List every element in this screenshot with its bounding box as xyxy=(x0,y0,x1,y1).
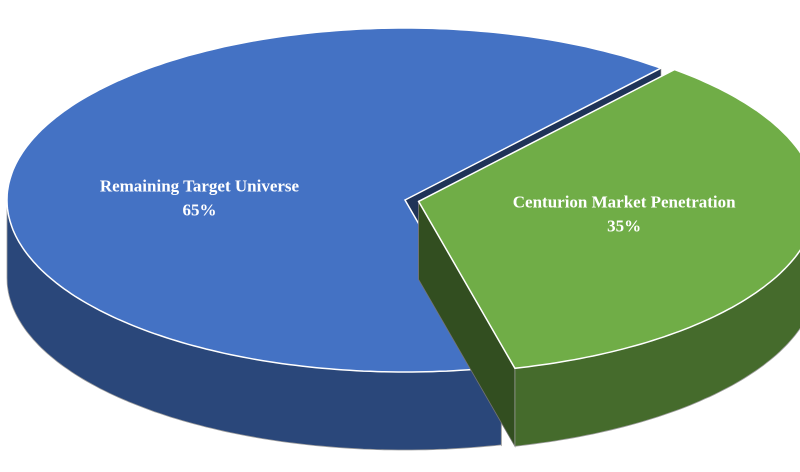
slice xyxy=(417,68,800,370)
slice-label: Remaining Target Universe xyxy=(100,177,300,196)
slice-value-label: 35% xyxy=(607,216,641,235)
slice xyxy=(6,27,663,373)
slice-value-label: 65% xyxy=(182,201,216,220)
slice-label: Centurion Market Penetration xyxy=(513,192,736,211)
